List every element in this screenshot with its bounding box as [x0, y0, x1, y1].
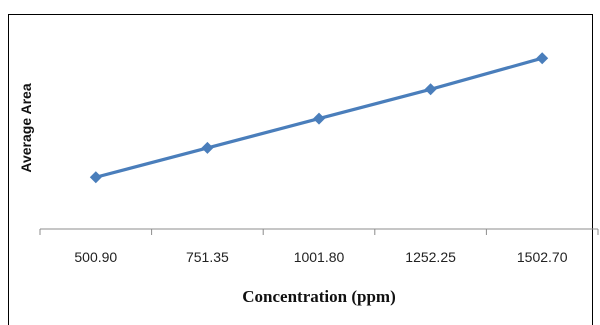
x-tick-label: 1001.80	[294, 249, 345, 265]
x-tick-label: 751.35	[186, 249, 229, 265]
x-tick-layer: 500.90 751.35 1001.80 1252.25 1502.70	[74, 249, 567, 265]
data-point	[313, 112, 325, 125]
axis-layer	[39, 228, 599, 235]
data-point	[536, 52, 549, 65]
x-tick-label: 500.90	[74, 249, 117, 265]
x-tick-label: 1502.70	[517, 249, 568, 265]
x-axis-title: Concentration (ppm)	[242, 287, 395, 306]
series-layer	[89, 52, 549, 184]
data-point	[89, 171, 102, 184]
data-point	[424, 83, 437, 96]
chart-frame	[8, 14, 593, 325]
data-point	[201, 141, 214, 154]
x-tick-label: 1252.25	[405, 249, 456, 265]
y-axis-title: Average Area	[18, 83, 34, 172]
